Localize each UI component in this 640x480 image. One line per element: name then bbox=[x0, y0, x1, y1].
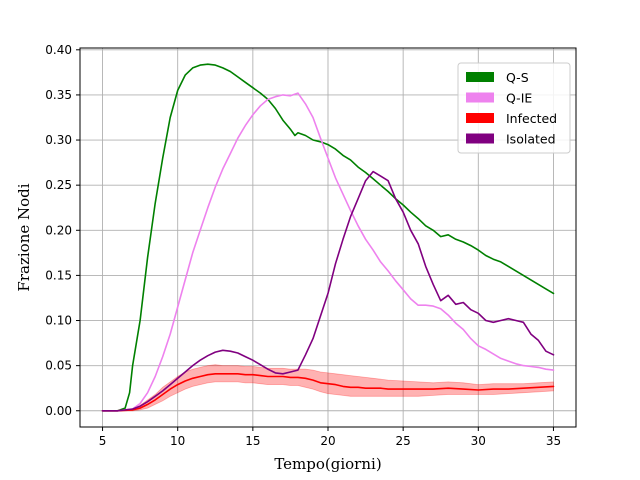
series-line-infected bbox=[101, 373, 555, 412]
x-tick-label: 35 bbox=[546, 434, 561, 448]
x-axis-ticks: 5 10 15 20 25 30 35 bbox=[99, 427, 561, 448]
series-line-q-ie bbox=[101, 92, 555, 412]
legend-box bbox=[457, 62, 571, 154]
y-tick-label: 0.30 bbox=[45, 133, 72, 147]
y-tick-label: 0.00 bbox=[45, 404, 72, 418]
legend-swatch-infected bbox=[466, 113, 494, 123]
y-tick-label: 0.25 bbox=[45, 178, 72, 192]
x-tick-label: 5 bbox=[99, 434, 107, 448]
legend-label-isolated: Isolated bbox=[506, 132, 556, 147]
legend-label-q-s: Q-S bbox=[506, 70, 529, 85]
grid bbox=[80, 48, 576, 427]
legend-swatch-isolated bbox=[466, 133, 494, 144]
x-axis-title: Tempo(giorni) bbox=[274, 455, 381, 473]
legend-swatch-q-ie bbox=[466, 92, 494, 103]
legend-swatch-q-s bbox=[466, 72, 494, 82]
legend-label-infected: Infected bbox=[506, 111, 557, 126]
y-tick-label: 0.10 bbox=[45, 314, 72, 328]
y-axis-ticks: 0.00 0.05 0.10 0.15 0.20 0.25 0.30 0.35 0.40 bbox=[45, 43, 80, 418]
y-tick-label: 0.15 bbox=[45, 268, 72, 282]
legend-label-q-ie: Q-IE bbox=[506, 91, 532, 106]
x-tick-label: 20 bbox=[320, 434, 335, 448]
legend: Q-S Q-IE Infected Isolated bbox=[457, 62, 571, 154]
series-line-q-s bbox=[101, 63, 555, 412]
series-layer bbox=[101, 63, 555, 412]
y-tick-label: 0.40 bbox=[45, 43, 72, 57]
y-tick-label: 0.05 bbox=[45, 359, 72, 373]
y-tick-label: 0.20 bbox=[45, 223, 72, 237]
series-line-isolated bbox=[101, 170, 555, 412]
y-tick-label: 0.35 bbox=[45, 88, 72, 102]
x-tick-label: 15 bbox=[245, 434, 260, 448]
y-axis-title: Frazione Nodi bbox=[15, 183, 33, 291]
x-tick-label: 10 bbox=[170, 434, 185, 448]
x-tick-label: 30 bbox=[471, 434, 486, 448]
x-tick-label: 25 bbox=[396, 434, 411, 448]
